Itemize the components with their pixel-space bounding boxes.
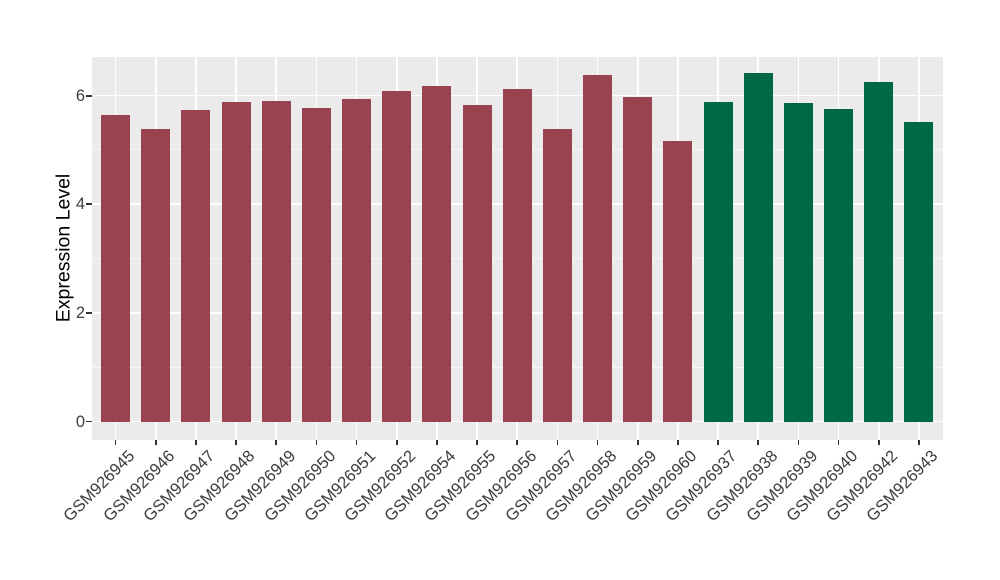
bar — [904, 121, 934, 422]
x-tick-mark — [476, 439, 478, 445]
y-tick-mark — [86, 203, 92, 206]
x-tick-mark — [797, 439, 800, 445]
bar — [743, 73, 773, 422]
x-tick-mark — [556, 439, 559, 445]
y-tick-label: 4 — [75, 195, 85, 214]
bar — [663, 141, 693, 422]
bar — [181, 109, 211, 422]
bar — [221, 101, 251, 422]
bar — [141, 129, 171, 422]
x-tick-mark — [877, 439, 880, 445]
x-tick-mark — [436, 439, 438, 445]
bar — [462, 105, 492, 422]
y-tick-label: 2 — [75, 303, 85, 322]
y-tick-label: 0 — [75, 412, 85, 431]
bar — [101, 115, 131, 422]
bar — [502, 88, 532, 422]
x-tick-mark — [315, 439, 318, 445]
x-tick-mark — [154, 439, 157, 445]
x-tick-mark — [636, 439, 639, 445]
x-tick-mark — [677, 439, 679, 445]
x-tick-mark — [596, 439, 599, 445]
bar — [542, 128, 572, 422]
x-tick-mark — [114, 439, 117, 445]
bar — [623, 96, 653, 422]
x-tick-mark — [275, 439, 278, 445]
bar — [261, 101, 291, 422]
plot-panel — [91, 56, 943, 440]
bar — [382, 91, 412, 422]
bar — [583, 74, 613, 422]
y-tick-mark — [86, 420, 92, 423]
bar — [703, 101, 733, 422]
bar — [301, 107, 331, 422]
bar — [422, 86, 452, 422]
x-tick-mark — [235, 439, 237, 445]
x-tick-mark — [717, 439, 719, 445]
x-tick-mark — [918, 439, 920, 445]
bar — [342, 99, 372, 422]
x-tick-mark — [757, 439, 760, 445]
x-tick-mark — [837, 439, 840, 445]
x-tick-mark — [395, 439, 398, 445]
y-tick-mark — [86, 312, 92, 314]
bar — [783, 102, 813, 422]
bar — [824, 109, 854, 422]
x-tick-mark — [195, 439, 197, 445]
y-tick-mark — [86, 94, 92, 97]
x-tick-mark — [516, 439, 519, 445]
bar — [864, 82, 894, 422]
x-tick-mark — [355, 439, 358, 445]
y-tick-label: 6 — [75, 86, 85, 105]
